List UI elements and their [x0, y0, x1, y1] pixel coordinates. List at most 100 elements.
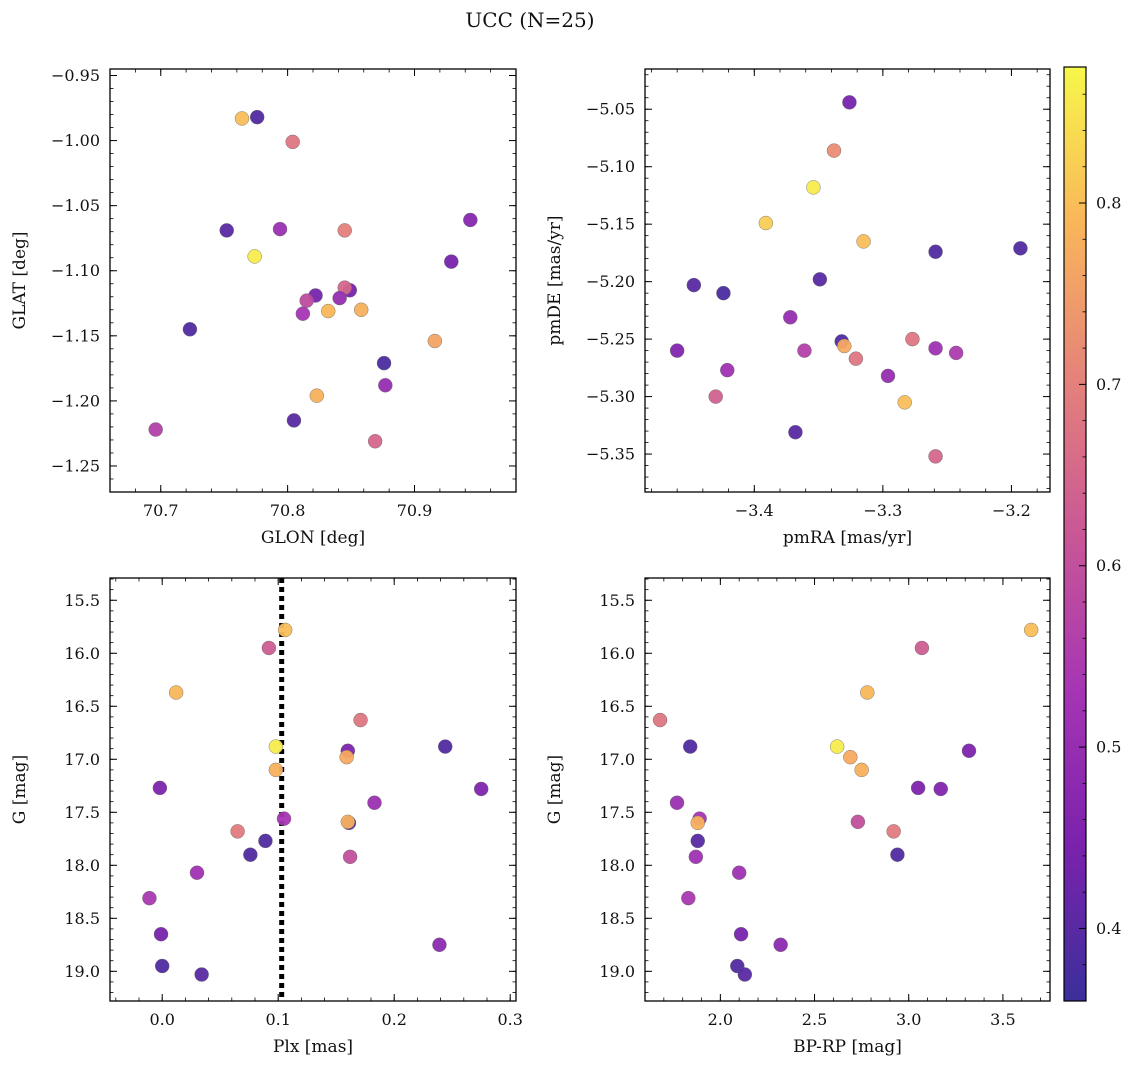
x-tick-label: 0.2 [381, 1010, 406, 1029]
data-point [444, 254, 459, 269]
data-point [268, 739, 284, 754]
data-point [295, 306, 311, 321]
data-point [1013, 241, 1028, 256]
y-tick-label: −0.95 [51, 66, 100, 85]
y-tick-label: −5.10 [586, 157, 635, 176]
data-point [797, 343, 812, 358]
y-tick-label: 17.0 [599, 750, 635, 769]
x-axis-label: GLON [deg] [261, 528, 365, 548]
data-point [153, 927, 169, 942]
data-point [286, 413, 302, 428]
x-tick-label: −3.4 [735, 501, 774, 520]
y-tick-label: −5.15 [586, 215, 635, 234]
x-tick-label: −3.3 [863, 501, 902, 520]
data-point [720, 362, 735, 378]
y-tick-label: −5.35 [586, 445, 635, 464]
panels: 70.7 70.8 70.9 −0.95 −1.00 −1.05 −1.10 −1.15 −1.… [10, 66, 1051, 1057]
data-point [961, 743, 977, 759]
data-point [806, 180, 821, 195]
data-point [342, 849, 358, 865]
data-point [733, 927, 749, 942]
data-point [309, 388, 325, 403]
y-tick-label: −5.05 [586, 100, 635, 119]
data-point [812, 272, 828, 287]
data-point [886, 824, 901, 839]
axes-frame [109, 577, 517, 1002]
data-point [299, 293, 314, 308]
data-point [686, 277, 702, 293]
x-axis-label: pmRA [mas/yr] [783, 528, 912, 548]
data-point [860, 685, 875, 700]
y-tick-label: 19.0 [64, 962, 100, 981]
y-tick-label: 17.0 [64, 750, 100, 769]
axes-frame [644, 577, 1051, 1002]
y-axis-label: pmDE [mas/yr] [545, 215, 565, 345]
data-point [783, 310, 798, 325]
colorbar-tick-label: 0.4 [1096, 919, 1121, 938]
x-tick-label: 2.0 [708, 1010, 733, 1029]
data-point [234, 111, 250, 126]
y-tick-label: 15.5 [599, 591, 635, 610]
data-point [168, 685, 184, 700]
data-point [652, 712, 668, 728]
x-tick-label: 0.3 [497, 1010, 522, 1029]
data-point [716, 285, 731, 301]
data-point [928, 449, 943, 464]
data-point [788, 425, 803, 440]
data-point [850, 814, 866, 830]
data-point [837, 338, 852, 354]
axes-frame [644, 68, 1051, 493]
data-point [340, 814, 355, 830]
data-point [247, 249, 262, 264]
y-tick-label: 18.5 [64, 909, 100, 928]
data-point [737, 967, 753, 982]
y-axis-label: G [mag] [10, 755, 30, 824]
data-point [427, 333, 442, 349]
figure-title: UCC (N=25) [465, 8, 594, 32]
data-point [914, 640, 930, 656]
data-point [258, 833, 273, 849]
data-point [321, 303, 336, 319]
data-point [856, 234, 871, 249]
y-tick-label: −1.05 [51, 196, 100, 215]
y-tick-label: 17.5 [599, 803, 635, 822]
data-point [474, 781, 489, 797]
y-tick-label: 16.0 [64, 644, 100, 663]
data-point [1023, 622, 1039, 638]
colorbar: 0.4 0.5 0.6 0.7 0.8 [1063, 66, 1121, 1002]
data-point [928, 244, 943, 259]
y-tick-label: −5.30 [586, 387, 635, 406]
data-point [948, 345, 964, 361]
data-point [268, 762, 284, 778]
y-tick-label: −1.20 [51, 391, 100, 410]
data-point [261, 640, 277, 656]
colorbar-tick-label: 0.7 [1096, 375, 1121, 394]
x-tick-label: 0.0 [149, 1010, 174, 1029]
data-point [683, 739, 698, 754]
y-tick-label: −1.25 [51, 456, 100, 475]
axes-frame [109, 68, 517, 493]
colorbar-gradient [1063, 66, 1087, 1002]
data-point [928, 341, 943, 356]
data-point [194, 967, 209, 982]
data-point [669, 343, 685, 358]
data-point [438, 739, 453, 754]
data-point [353, 712, 368, 728]
data-point [897, 395, 912, 410]
data-point [905, 331, 920, 347]
data-point [843, 749, 858, 765]
data-point [354, 302, 369, 317]
x-tick-label: 3.0 [896, 1010, 921, 1029]
x-tick-label: 70.8 [270, 501, 306, 520]
scatter-panel-4: 2.0 2.5 3.0 3.5 15.5 16.0 16.5 17.0 17.5 18.0 18.5… [545, 577, 1051, 1057]
data-point [854, 762, 869, 778]
y-axis-label: GLAT [deg] [10, 231, 30, 329]
x-tick-label: 2.5 [802, 1010, 827, 1029]
y-tick-label: 18.0 [599, 856, 635, 875]
data-point [933, 781, 948, 797]
data-point [337, 223, 352, 238]
data-point [910, 780, 926, 796]
data-point [829, 739, 845, 754]
data-point [219, 223, 234, 238]
